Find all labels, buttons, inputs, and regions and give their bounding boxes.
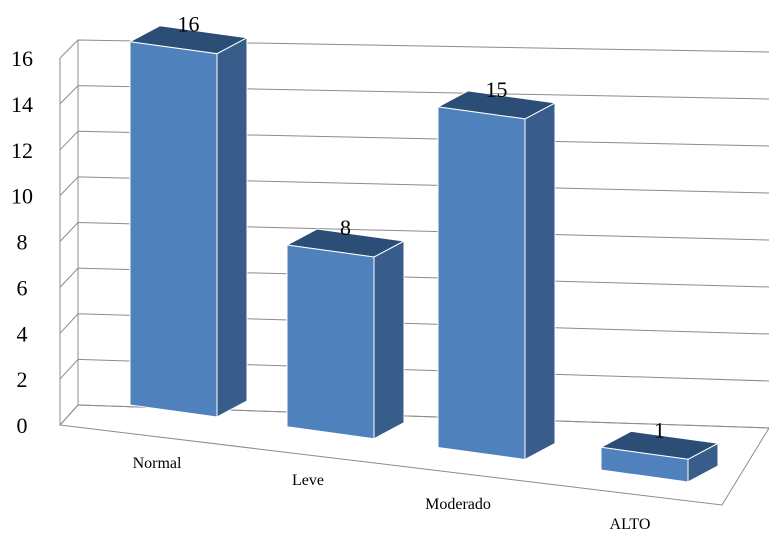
bar-front-face	[600, 446, 689, 483]
bar-side-face	[524, 102, 556, 461]
y-tick-label: 2	[17, 367, 28, 392]
y-tick-label: 6	[17, 275, 28, 300]
y-tick-label: 12	[11, 138, 33, 163]
bar-front-face	[286, 244, 375, 440]
data-label: 15	[486, 77, 508, 102]
x-tick-label: Leve	[292, 472, 324, 489]
bar	[599, 430, 720, 483]
bar-front-face	[129, 41, 218, 418]
y-tick-label: 8	[17, 230, 28, 255]
bar-front-face	[437, 106, 526, 461]
y-tick-label: 16	[11, 46, 33, 71]
x-tick-label: Normal	[133, 455, 182, 472]
y-tick-label: 14	[11, 92, 33, 117]
floor-plane	[58, 404, 769, 506]
y-tick-label: 4	[17, 321, 28, 346]
bar-side-face	[373, 240, 405, 440]
bar	[285, 228, 406, 440]
bar	[436, 90, 557, 461]
bars	[128, 25, 720, 483]
data-label: 16	[178, 12, 200, 37]
y-tick-label: 0	[17, 413, 28, 438]
data-label: 8	[340, 215, 351, 240]
x-tick-label: Moderado	[425, 496, 491, 513]
axes	[58, 40, 769, 506]
labels: 0 2 4 6 8 10 12 14 16 16 Normal 8 Leve 15 Moderado 1 ALT…	[11, 12, 665, 533]
bar	[128, 25, 249, 418]
y-tick-label: 10	[11, 184, 33, 209]
data-label: 1	[654, 417, 665, 442]
bar-side-face	[216, 36, 248, 418]
x-tick-label: ALTO	[610, 516, 651, 533]
